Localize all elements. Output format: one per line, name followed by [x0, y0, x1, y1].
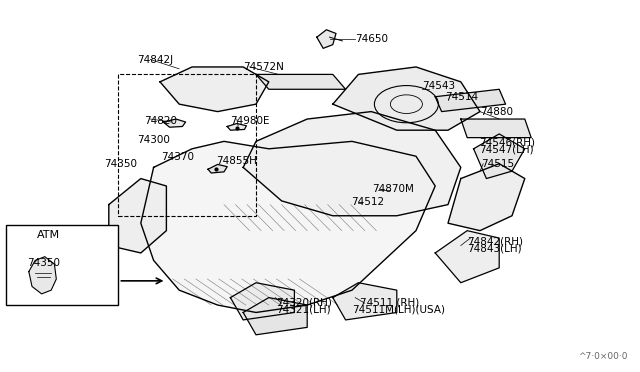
Polygon shape [163, 119, 186, 127]
Text: 74855H: 74855H [216, 156, 257, 166]
Polygon shape [160, 67, 269, 112]
Text: 74512: 74512 [351, 197, 384, 206]
Text: 74980E: 74980E [230, 116, 270, 126]
Text: 74514: 74514 [445, 92, 478, 102]
Bar [118, 74, 256, 216]
Polygon shape [317, 30, 336, 48]
Text: 74515: 74515 [481, 160, 515, 169]
Polygon shape [435, 89, 506, 112]
Polygon shape [243, 298, 307, 335]
Polygon shape [208, 164, 227, 173]
Text: ATM: ATM [37, 230, 60, 240]
Polygon shape [435, 231, 499, 283]
Text: 74370: 74370 [161, 152, 195, 162]
Text: 74880: 74880 [480, 107, 513, 116]
Polygon shape [109, 179, 166, 253]
Text: 74543: 74543 [422, 81, 456, 90]
Text: 74572N: 74572N [243, 62, 284, 72]
Text: 74350: 74350 [27, 259, 60, 268]
Text: 74300: 74300 [138, 135, 170, 144]
Text: 74843(LH): 74843(LH) [467, 244, 522, 253]
Text: ^7·0×00·0: ^7·0×00·0 [578, 352, 627, 361]
Polygon shape [243, 112, 461, 216]
Polygon shape [448, 164, 525, 231]
Text: 74870M: 74870M [372, 184, 414, 194]
Polygon shape [474, 134, 525, 179]
Text: 74546(RH): 74546(RH) [479, 137, 535, 147]
Text: 74321(LH): 74321(LH) [276, 305, 331, 314]
Polygon shape [333, 67, 480, 130]
Text: 74842J: 74842J [138, 55, 173, 64]
Text: 74511 (RH): 74511 (RH) [360, 297, 419, 307]
Polygon shape [141, 141, 435, 312]
Text: 74820: 74820 [144, 116, 177, 126]
Text: 74650: 74650 [355, 34, 388, 44]
Polygon shape [461, 119, 531, 138]
Polygon shape [256, 74, 346, 89]
Bar [6, 225, 118, 305]
Polygon shape [333, 283, 397, 320]
Text: 74320(RH): 74320(RH) [276, 297, 332, 307]
Text: 74350: 74350 [104, 160, 137, 169]
Text: 74842(RH): 74842(RH) [467, 236, 524, 246]
Text: 74547(LH): 74547(LH) [479, 145, 533, 154]
Polygon shape [29, 257, 56, 294]
Polygon shape [230, 283, 294, 320]
Text: 74511M(LH)(USA): 74511M(LH)(USA) [352, 305, 445, 314]
Polygon shape [227, 124, 246, 130]
